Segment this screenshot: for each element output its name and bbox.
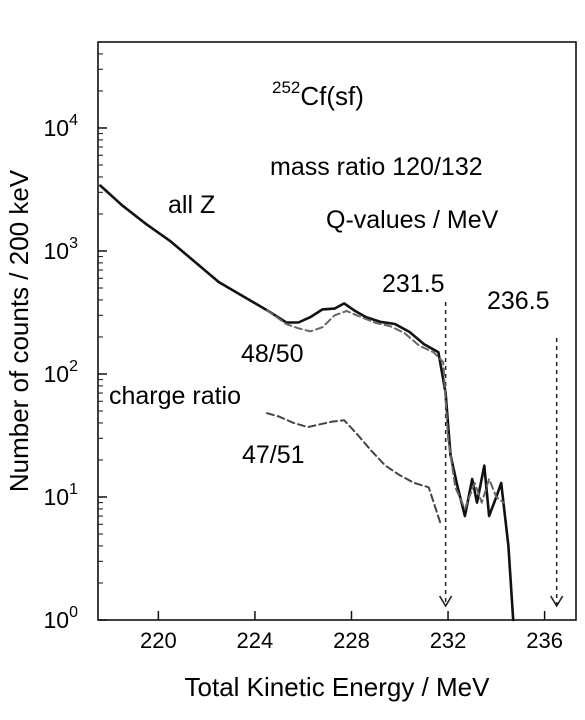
x-tick-label: 232	[430, 628, 467, 653]
y-tick-label: 101	[44, 481, 79, 510]
series-line-0	[99, 184, 515, 622]
x-tick-label: 236	[526, 628, 563, 653]
y-tick-label: 103	[44, 235, 79, 264]
q-value-arrow-head	[438, 595, 453, 608]
x-tick-label: 220	[140, 628, 177, 653]
plot-frame	[97, 41, 577, 621]
x-axis-label: Total Kinetic Energy / MeV	[185, 672, 491, 702]
q-value-arrows	[438, 302, 564, 608]
ratio-47-51-label: 47/51	[242, 441, 305, 469]
series-line-1	[266, 309, 505, 510]
title-mass-number: 252	[272, 78, 300, 97]
y-axis-ticks: 100 101 102 103 104	[44, 53, 107, 633]
title-nuclide: Cf(sf)	[300, 81, 364, 111]
all-z-label: all Z	[168, 191, 215, 219]
y-tick-label: 104	[44, 112, 79, 141]
y-tick-label: 100	[44, 604, 79, 633]
x-tick-label: 224	[237, 628, 274, 653]
data-series	[99, 184, 515, 622]
y-tick-label: 102	[44, 358, 79, 387]
q-values-label: Q-values / MeV	[326, 206, 499, 234]
series-line-2	[266, 412, 442, 526]
chart-subtitle: mass ratio 120/132	[270, 153, 483, 181]
chart-title: 252Cf(sf)	[272, 78, 364, 111]
y-axis-label: Number of counts / 200 keV	[4, 169, 34, 492]
charge-ratio-label: charge ratio	[109, 382, 241, 410]
q-value-arrow-head	[550, 595, 564, 608]
x-tick-label: 228	[333, 628, 370, 653]
ratio-48-50-label: 48/50	[241, 340, 304, 368]
x-axis-ticks: 220 224 228 232 236	[140, 611, 563, 653]
q-value-2-label: 236.5	[487, 287, 550, 315]
q-value-1-label: 231.5	[382, 270, 445, 298]
